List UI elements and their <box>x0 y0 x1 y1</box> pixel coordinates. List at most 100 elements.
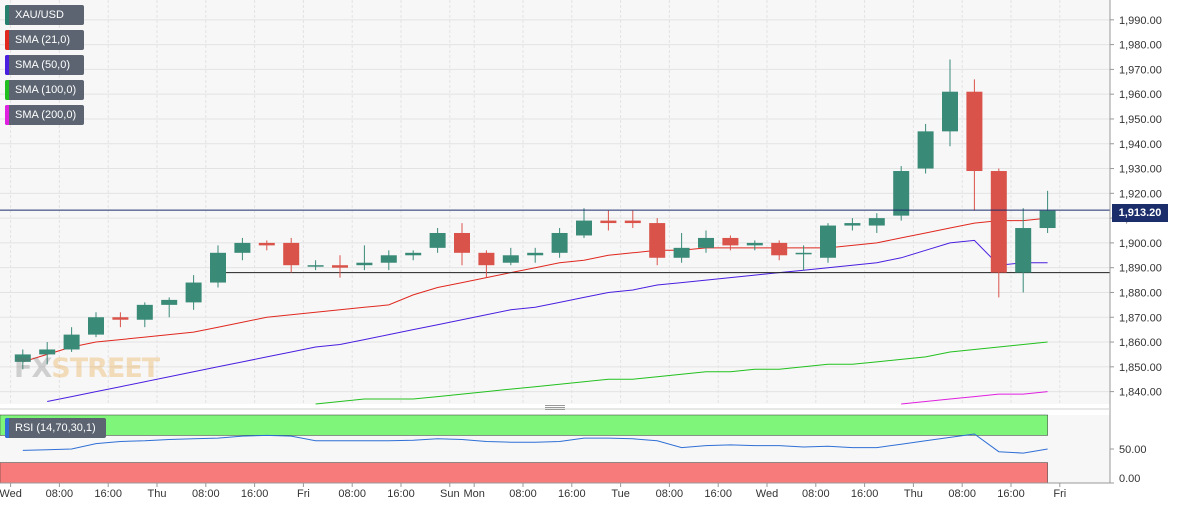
candle-body <box>356 262 373 266</box>
legend-swatch <box>5 55 9 75</box>
rsi-y-tick-label: 50.00 <box>1119 444 1147 456</box>
rsi-zones <box>0 414 1048 484</box>
x-tick-label: 08:00 <box>338 488 366 500</box>
y-tick-label: 1,950.00 <box>1119 114 1162 126</box>
legend-item-sma-21[interactable]: SMA (21,0) <box>5 30 85 50</box>
x-tick-label: 08:00 <box>802 488 830 500</box>
candle-body <box>673 247 690 258</box>
rsi-legend-label: RSI (14,70,30,1) <box>15 422 96 434</box>
x-tick-label: Sun <box>440 488 460 500</box>
candle-body <box>258 242 275 246</box>
rsi-overbought-zone <box>0 414 1048 436</box>
pane-resize-handle[interactable] <box>545 405 565 411</box>
candle-body <box>868 218 885 226</box>
candle-body <box>405 252 422 256</box>
x-tick-label: Thu <box>904 488 923 500</box>
x-tick-label: 16:00 <box>94 488 122 500</box>
candle-body <box>429 232 446 248</box>
x-tick-label: 16:00 <box>558 488 586 500</box>
y-tick-label: 1,920.00 <box>1119 188 1162 200</box>
legend-swatch <box>5 5 9 25</box>
sma-50-line <box>47 239 1048 402</box>
candle-body <box>112 317 129 320</box>
legend-swatch <box>5 418 9 438</box>
legend-item-xauusd[interactable]: XAU/USD <box>5 5 85 25</box>
time-axis: Wed 08:00 16:00 Thu 08:00 16:00 Fri 08:00 16:00 S… <box>0 483 1066 500</box>
candle-body <box>771 242 788 256</box>
rsi-line <box>22 433 1048 454</box>
candle-body <box>380 255 397 263</box>
y-tick-label: 1,980.00 <box>1119 40 1162 52</box>
candle-body <box>942 91 958 132</box>
x-tick-label: 16:00 <box>997 488 1025 500</box>
x-tick-label: 16:00 <box>851 488 879 500</box>
moving-averages <box>22 217 1048 405</box>
legend-swatch <box>5 105 9 125</box>
legend-label: SMA (100,0) <box>15 84 77 96</box>
watermark-fx: FX <box>14 353 52 384</box>
candle-body <box>307 265 324 267</box>
candle-body <box>210 252 226 283</box>
candle-body <box>332 265 348 268</box>
x-tick-label: Tue <box>611 488 630 500</box>
candle-body <box>893 171 910 216</box>
candle-body <box>1015 228 1032 273</box>
candle-body <box>1039 210 1056 229</box>
x-tick-label: 08:00 <box>948 488 976 500</box>
candle-body <box>624 220 641 224</box>
candle-body <box>88 317 104 335</box>
x-tick-label: Fri <box>297 488 310 500</box>
sma-100-line <box>315 341 1048 405</box>
y-tick-label: 1,900.00 <box>1119 238 1162 250</box>
candle-body <box>917 131 934 169</box>
candle-body <box>649 223 666 258</box>
candle-body <box>844 223 861 226</box>
x-tick-label: Wed <box>756 488 778 500</box>
x-tick-label: 08:00 <box>192 488 220 500</box>
legend-swatch <box>5 30 9 50</box>
y-tick-label: 1,840.00 <box>1119 387 1162 399</box>
y-tick-label: 1,990.00 <box>1119 15 1162 27</box>
candle-body <box>478 252 495 266</box>
legend-item-sma-100[interactable]: SMA (100,0) <box>5 80 85 100</box>
y-tick-label: 1,970.00 <box>1119 64 1162 76</box>
candle-body <box>576 220 592 236</box>
rsi-series-line <box>22 433 1048 454</box>
legend-item-sma-50[interactable]: SMA (50,0) <box>5 55 85 75</box>
candle-body <box>820 225 836 258</box>
legend-label: SMA (21,0) <box>15 34 71 46</box>
y-tick-label: 1,860.00 <box>1119 337 1162 349</box>
candlesticks <box>14 59 1056 370</box>
candle-body <box>14 354 31 362</box>
x-tick-label: Thu <box>148 488 167 500</box>
legend-item-sma-200[interactable]: SMA (200,0) <box>5 105 85 125</box>
legend-label: XAU/USD <box>15 9 64 21</box>
y-tick-label: 1,880.00 <box>1119 287 1162 299</box>
y-tick-label: 1,960.00 <box>1119 89 1162 101</box>
candle-body <box>527 252 544 256</box>
candle-body <box>136 304 153 320</box>
legend-label: SMA (50,0) <box>15 59 71 71</box>
price-axis: 1,840.00 1,850.00 1,860.00 1,870.00 1,880.00… <box>1110 15 1162 399</box>
rsi-y-tick-label: 0.00 <box>1119 473 1140 485</box>
candle-body <box>185 282 202 303</box>
candle-body <box>234 242 251 253</box>
y-tick-label: 1,930.00 <box>1119 164 1162 176</box>
candle-body <box>966 91 983 172</box>
candle-body <box>746 242 763 246</box>
x-tick-label: 16:00 <box>387 488 415 500</box>
candle-body <box>63 334 80 350</box>
candle-body <box>283 242 300 266</box>
rsi-legend-item[interactable]: RSI (14,70,30,1) <box>5 418 106 438</box>
candle-body <box>698 237 714 248</box>
x-tick-label: 08:00 <box>656 488 684 500</box>
x-tick-label: 16:00 <box>704 488 732 500</box>
candle-body <box>161 299 178 305</box>
y-tick-label: 1,850.00 <box>1119 362 1162 374</box>
y-tick-label: 1,940.00 <box>1119 139 1162 151</box>
legend: XAU/USD SMA (21,0) SMA (50,0) SMA (100,0… <box>5 5 85 130</box>
candle-body <box>600 220 617 224</box>
x-tick-label: Mon <box>463 488 484 500</box>
rsi-oversold-zone <box>0 462 1048 484</box>
